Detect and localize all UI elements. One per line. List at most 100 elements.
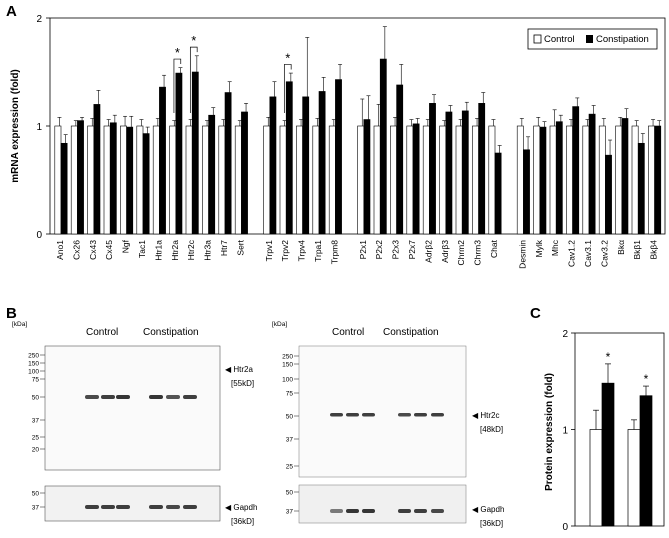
blot-right-marker-label: 50 [286, 414, 294, 421]
blot-right-target-size: [48kD] [480, 425, 503, 434]
blot-left-header-constipation: Constipation [143, 327, 199, 338]
blot-right-loading-label: ◀ Gapdh [472, 505, 504, 514]
mrna-bar-control [202, 125, 209, 235]
mrna-x-tick-label: Cx26 [71, 240, 81, 260]
mrna-x-tick-label: Mhc [550, 239, 560, 256]
mrna-bar-constipation [654, 125, 662, 235]
mrna-bar-control [152, 125, 160, 235]
mrna-x-tick-label: Htr2a [170, 240, 180, 261]
blot-left-htr2a-band [183, 395, 197, 399]
mrna-bar-constipation [60, 142, 68, 235]
mrna-bar-constipation [159, 86, 166, 235]
mrna-bar-constipation [191, 71, 199, 235]
legend-control-swatch [533, 34, 542, 44]
blot-left-htr2a-band [149, 395, 163, 399]
mrna-x-tick-label: P2x7 [407, 240, 417, 260]
mrna-x-tick-label: Adrβ2 [423, 240, 433, 263]
mrna-bar-control [566, 125, 573, 235]
protein-y-axis-label: Protein expression (fold) [544, 373, 555, 491]
mrna-bar-control [263, 125, 271, 235]
mrna-bar-control [406, 125, 414, 235]
mrna-x-tick-label: Trpa1 [313, 240, 323, 262]
mrna-x-tick-label: Trpv1 [264, 240, 274, 262]
blot-left-marker-label: 37 [32, 418, 40, 425]
mrna-bar-constipation [126, 126, 134, 235]
blot-right-gapdh-band [362, 509, 375, 513]
mrna-bar-control [328, 125, 336, 235]
mrna-bar-control [455, 125, 463, 235]
panel-b-letter: B [6, 305, 17, 322]
mrna-bar-constipation [208, 114, 216, 235]
mrna-x-tick-label: Bkα [616, 240, 626, 255]
blot-left-target-size: [55kD] [231, 379, 254, 388]
mrna-bar-control [488, 125, 496, 235]
mrna-bar-constipation [478, 103, 486, 235]
mrna-x-tick-label: Cav3.2 [599, 240, 609, 267]
protein-bar-constipation [639, 395, 653, 527]
mrna-bar-constipation [269, 96, 277, 235]
mrna-bar-constipation [555, 121, 563, 235]
mrna-significance-bracket [189, 46, 198, 114]
mrna-x-tick-label: Cav1.2 [567, 240, 577, 267]
mrna-bar-control [279, 125, 287, 235]
protein-bar-constipation [601, 382, 615, 527]
mrna-x-tick-label: P2x1 [358, 240, 368, 260]
mrna-bar-control [439, 125, 447, 235]
protein-bar-chart: 012*Htr2a*Htr2c [562, 329, 665, 538]
mrna-x-tick-label: Sert [235, 239, 245, 255]
mrna-bar-constipation [93, 104, 101, 235]
blot-right-marker-label: 100 [282, 377, 293, 384]
mrna-bar-control [390, 125, 397, 235]
blot-left-marker-label: 75 [32, 377, 40, 384]
blot-left-target-bands [85, 395, 197, 399]
panel-a-letter: A [6, 3, 17, 20]
blot-right-gapdh-band [431, 509, 444, 513]
mrna-bar-constipation [142, 133, 150, 235]
mrna-bar-control [598, 125, 606, 235]
blot-left-gapdh-bands [85, 505, 197, 509]
legend-control-label: Control [544, 34, 575, 45]
protein-y-tick-label: 2 [562, 329, 568, 340]
mrna-x-tick-label: Htr3a [203, 240, 213, 261]
mrna-bar-constipation [445, 111, 453, 235]
mrna-x-tick-label: Htr7 [219, 240, 229, 256]
mrna-legend: Control Constipation [527, 28, 658, 50]
blot-left-loading-marker-label: 37 [32, 505, 40, 512]
blot-left-marker-label: 250 [28, 353, 39, 360]
mrna-x-tick-label: Trpv2 [280, 240, 290, 262]
protein-bar-control [627, 429, 641, 527]
mrna-bar-control [87, 125, 95, 235]
mrna-x-tick-label: Htr1a [153, 240, 163, 261]
blot-right-htr2c-band [414, 413, 427, 417]
blot-right-marker-label: 150 [282, 362, 293, 369]
blot-right-loading-marker-label: 37 [286, 509, 294, 516]
mrna-x-tick-label: Mylk [534, 239, 544, 257]
mrna-bar-constipation [523, 149, 530, 235]
mrna-bar-control [582, 125, 590, 235]
mrna-y-tick-label: 2 [36, 14, 42, 25]
blot-right-header-control: Control [332, 327, 364, 338]
mrna-x-tick-label: Cx45 [104, 240, 114, 260]
mrna-bar-constipation [539, 126, 547, 235]
mrna-x-tick-label: P2x2 [374, 240, 384, 260]
blot-left-loading-markers: 50 37 [32, 491, 45, 512]
blot-left-loading-label: ◀ Gapdh [225, 503, 257, 512]
mrna-x-tick-label: P2x3 [391, 240, 401, 260]
legend-constipation-swatch [586, 35, 593, 43]
mrna-bar-constipation [285, 81, 293, 235]
mrna-bar-constipation [588, 113, 596, 235]
mrna-significance-star: * [285, 50, 290, 65]
blot-right-header-constipation: Constipation [383, 327, 439, 338]
mrna-bar-control [103, 125, 111, 235]
mrna-bar-chart: 0 1 2 Ano1 Cx26 Cx43 Cx45 Ngf Tac1 Htr1a Htr2a Htr2… [36, 14, 666, 269]
mrna-bar-control [648, 125, 655, 235]
blot-right-gapdh-band [346, 509, 359, 513]
blot-left-target-label: ◀ Htr2a [225, 365, 253, 374]
protein-significance-star: * [644, 372, 649, 386]
mrna-x-tick-label: Trpm8 [329, 240, 339, 265]
mrna-x-tick-label: Bkβ4 [649, 240, 659, 260]
mrna-bar-control [54, 125, 62, 235]
